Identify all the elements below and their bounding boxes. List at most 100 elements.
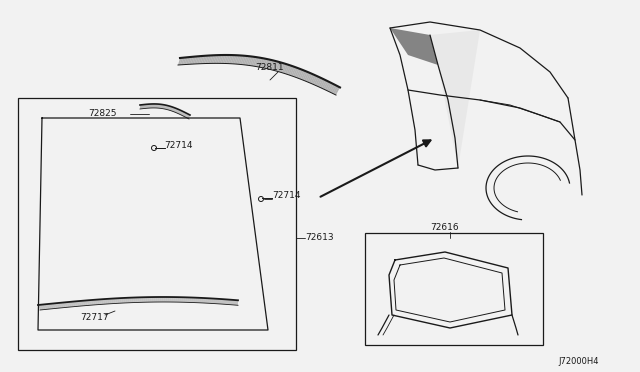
Polygon shape (164, 105, 166, 109)
Polygon shape (121, 298, 124, 303)
Polygon shape (290, 66, 295, 76)
Polygon shape (234, 55, 238, 64)
Text: 72616: 72616 (430, 224, 459, 232)
Polygon shape (218, 299, 220, 304)
Polygon shape (269, 60, 274, 70)
Polygon shape (236, 300, 238, 305)
Polygon shape (141, 105, 142, 109)
Polygon shape (320, 79, 326, 88)
Polygon shape (250, 57, 254, 66)
Polygon shape (301, 71, 306, 80)
Polygon shape (161, 297, 164, 302)
Polygon shape (145, 297, 148, 302)
Polygon shape (154, 104, 156, 108)
Polygon shape (236, 55, 240, 64)
Polygon shape (221, 55, 225, 63)
Polygon shape (184, 57, 188, 65)
Polygon shape (188, 297, 190, 302)
Polygon shape (159, 297, 162, 302)
Polygon shape (209, 55, 212, 64)
Polygon shape (285, 65, 290, 74)
Polygon shape (60, 302, 64, 308)
Polygon shape (227, 55, 232, 64)
Polygon shape (306, 73, 311, 82)
Polygon shape (210, 55, 214, 63)
Polygon shape (76, 301, 80, 306)
Polygon shape (171, 107, 173, 111)
Polygon shape (230, 55, 235, 64)
Text: 72811: 72811 (255, 64, 284, 73)
Polygon shape (191, 298, 194, 302)
Bar (365, 233, 543, 345)
Polygon shape (224, 299, 226, 304)
Polygon shape (162, 105, 163, 109)
Polygon shape (107, 299, 110, 304)
Polygon shape (44, 304, 48, 310)
Polygon shape (150, 104, 151, 108)
Polygon shape (153, 104, 154, 108)
Polygon shape (178, 58, 182, 65)
Polygon shape (193, 298, 196, 303)
Polygon shape (204, 55, 207, 64)
Polygon shape (179, 297, 182, 302)
Polygon shape (158, 104, 159, 108)
Polygon shape (141, 297, 144, 302)
Polygon shape (173, 108, 175, 112)
Polygon shape (48, 304, 52, 309)
Polygon shape (181, 297, 184, 302)
Polygon shape (220, 55, 223, 63)
Polygon shape (323, 81, 329, 90)
Polygon shape (275, 62, 280, 71)
Polygon shape (149, 297, 152, 302)
Polygon shape (173, 297, 176, 302)
Polygon shape (186, 113, 188, 118)
Polygon shape (208, 298, 210, 303)
Polygon shape (143, 297, 146, 302)
Polygon shape (220, 299, 222, 304)
Polygon shape (119, 298, 122, 303)
Polygon shape (72, 301, 76, 307)
Polygon shape (54, 303, 58, 308)
Polygon shape (228, 299, 230, 305)
Polygon shape (113, 298, 116, 304)
Polygon shape (140, 105, 141, 109)
Polygon shape (224, 55, 228, 64)
Polygon shape (167, 297, 170, 302)
Polygon shape (70, 302, 74, 307)
Polygon shape (152, 104, 153, 108)
Polygon shape (99, 299, 102, 304)
Polygon shape (169, 106, 171, 110)
Polygon shape (159, 104, 161, 108)
Polygon shape (218, 55, 222, 63)
Text: 72825: 72825 (88, 109, 116, 119)
Polygon shape (155, 297, 158, 302)
Polygon shape (157, 297, 160, 302)
Polygon shape (116, 298, 120, 303)
Polygon shape (165, 105, 166, 109)
Polygon shape (188, 115, 190, 119)
Polygon shape (157, 104, 158, 108)
Polygon shape (175, 297, 178, 302)
Polygon shape (390, 28, 438, 65)
Polygon shape (147, 297, 150, 302)
Polygon shape (248, 57, 253, 65)
Polygon shape (151, 104, 152, 108)
Polygon shape (168, 106, 170, 110)
Polygon shape (160, 104, 161, 108)
Polygon shape (216, 55, 220, 63)
Polygon shape (328, 83, 333, 92)
Polygon shape (303, 71, 308, 81)
Polygon shape (50, 304, 54, 309)
Polygon shape (179, 110, 181, 115)
Polygon shape (296, 69, 301, 78)
Polygon shape (300, 70, 305, 79)
Polygon shape (123, 298, 126, 303)
Polygon shape (137, 297, 140, 302)
Polygon shape (252, 57, 256, 66)
Polygon shape (246, 56, 251, 65)
Polygon shape (187, 114, 189, 118)
Polygon shape (222, 299, 224, 304)
Polygon shape (172, 297, 174, 302)
Bar (18, 98, 296, 350)
Polygon shape (197, 56, 201, 64)
